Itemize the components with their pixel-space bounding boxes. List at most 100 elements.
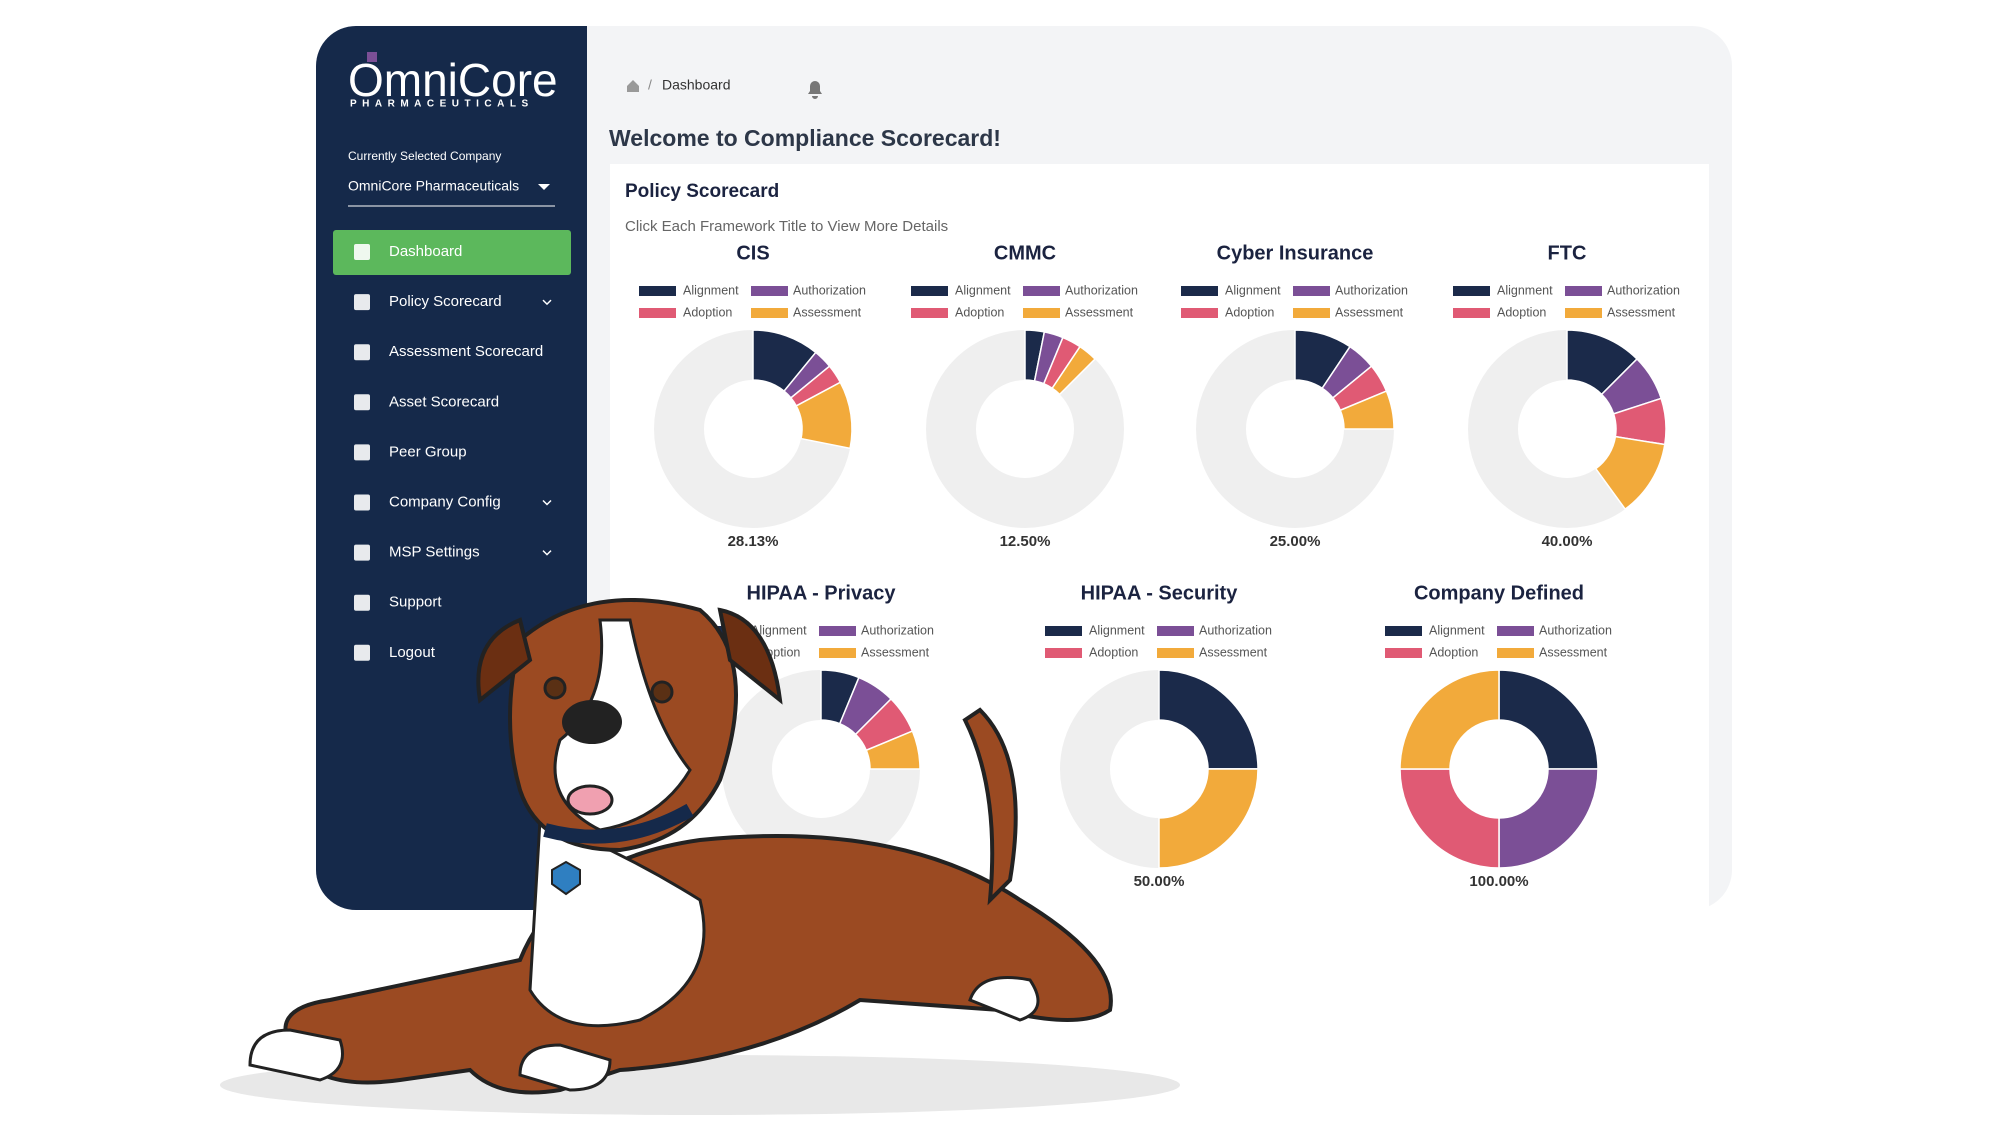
- legend-swatch: [819, 648, 856, 658]
- chart-title[interactable]: CIS: [736, 242, 769, 264]
- menu-icon: [354, 444, 370, 461]
- legend-swatch: [639, 286, 676, 296]
- donut-segment: [1158, 669, 1259, 770]
- legend-label: Adoption: [955, 305, 1004, 319]
- menu-icon: [354, 644, 370, 661]
- legend-label: Alignment: [1089, 623, 1145, 637]
- legend-label: Alignment: [751, 623, 807, 637]
- legend-label: Authorization: [1539, 623, 1612, 637]
- page-title: Welcome to Compliance Scorecard!: [609, 125, 1001, 151]
- legend-swatch: [1293, 286, 1330, 296]
- mascot-dog: [220, 598, 1180, 1115]
- legend-swatch: [1565, 308, 1602, 318]
- donut-total: 25.00%: [1270, 533, 1321, 550]
- menu-icon: [354, 544, 370, 561]
- home-icon[interactable]: [627, 80, 639, 92]
- chart-title[interactable]: Cyber Insurance: [1217, 242, 1374, 264]
- logo-tagline: PHARMACEUTICALS: [350, 99, 534, 110]
- legend-swatch: [751, 286, 788, 296]
- dog-tag: [551, 860, 581, 896]
- company-label: Currently Selected Company: [348, 149, 501, 163]
- donut-segment: [865, 730, 921, 770]
- donut-segment: [795, 381, 853, 450]
- legend-label: Authorization: [1199, 623, 1272, 637]
- dog-eye: [650, 680, 674, 704]
- menu-item[interactable]: Asset Scorecard: [389, 393, 499, 410]
- menu-icon: [354, 294, 370, 311]
- chart-title[interactable]: HIPAA - Security: [1081, 582, 1239, 604]
- dog-paws: [248, 976, 1040, 1092]
- legend-swatch: [1023, 308, 1060, 318]
- legend-label: Assessment: [1199, 645, 1268, 659]
- donut-total: 28.13%: [728, 533, 779, 550]
- legend-label: Authorization: [1335, 283, 1408, 297]
- menu-item[interactable]: Assessment Scorecard: [389, 343, 543, 360]
- donut-total: 100.00%: [1469, 873, 1528, 890]
- legend-swatch: [1293, 308, 1330, 318]
- legend-label: Assessment: [793, 305, 862, 319]
- menu-item[interactable]: MSP Settings: [389, 544, 480, 561]
- company-select[interactable]: OmniCore Pharmaceuticals: [348, 178, 519, 194]
- menu-item[interactable]: Policy Scorecard: [389, 293, 502, 310]
- legend-label: Alignment: [1497, 283, 1553, 297]
- legend-swatch: [1157, 648, 1194, 658]
- legend-label: Adoption: [1429, 645, 1478, 659]
- legend-label: Adoption: [1089, 645, 1138, 659]
- menu-item[interactable]: Support: [389, 594, 442, 611]
- dog-ears: [476, 607, 783, 705]
- donut-segment: [1158, 768, 1259, 869]
- legend-swatch: [639, 308, 676, 318]
- legend-swatch: [1045, 648, 1082, 658]
- menu-icon: [354, 494, 370, 511]
- breadcrumb-sep: /: [648, 77, 652, 93]
- menu-icon: [354, 594, 370, 611]
- logo-mark: [367, 52, 377, 62]
- legend-label: Alignment: [683, 283, 739, 297]
- menu-item[interactable]: Logout: [389, 644, 436, 661]
- menu-chevron: [542, 299, 552, 306]
- legend-swatch: [1497, 626, 1534, 636]
- legend-swatch: [1453, 308, 1490, 318]
- menu-item[interactable]: Peer Group: [389, 443, 467, 460]
- legend-swatch: [1181, 286, 1218, 296]
- menu-item[interactable]: Dashboard: [389, 243, 462, 260]
- dog-nose: [562, 700, 622, 744]
- donut-segment: [1594, 435, 1666, 511]
- donut-total: 40.00%: [1542, 533, 1593, 550]
- legend-label: Adoption: [1225, 305, 1274, 319]
- legend-swatch: [1385, 626, 1422, 636]
- legend-swatch: [1497, 648, 1534, 658]
- chart-title[interactable]: CMMC: [994, 242, 1056, 264]
- menu-active-bg: [333, 230, 571, 275]
- donut-total: 12.50%: [1000, 533, 1051, 550]
- menu-icon: [354, 244, 370, 260]
- dog-tail: [962, 707, 1018, 906]
- legend-label: Authorization: [793, 283, 866, 297]
- legend-swatch: [1157, 626, 1194, 636]
- legend-label: Assessment: [1539, 645, 1608, 659]
- legend-label: Assessment: [1065, 305, 1134, 319]
- legend-label: Authorization: [1607, 283, 1680, 297]
- donut-segment: [1399, 669, 1500, 770]
- donut-segment: [1339, 390, 1395, 430]
- legend-label: Adoption: [683, 305, 732, 319]
- bell-icon[interactable]: [808, 81, 822, 99]
- chart-title[interactable]: HIPAA - Privacy: [747, 582, 897, 604]
- panel-subtitle: Click Each Framework Title to View More …: [625, 218, 948, 235]
- legend-swatch: [1453, 286, 1490, 296]
- donut-segment: [1498, 669, 1599, 770]
- donut-segment: [1498, 768, 1599, 869]
- chart-title[interactable]: Company Defined: [1414, 582, 1584, 604]
- legend-label: Assessment: [861, 645, 930, 659]
- legend-swatch: [1045, 626, 1082, 636]
- menu-item[interactable]: Company Config: [389, 493, 501, 510]
- legend-swatch: [911, 286, 948, 296]
- menu-chevron: [542, 499, 552, 506]
- menu-icon: [354, 394, 370, 411]
- legend-swatch: [819, 626, 856, 636]
- donut-segment: [1051, 345, 1097, 396]
- dog-collar: [543, 803, 694, 844]
- donut-total: 50.00%: [1134, 873, 1185, 890]
- chart-title[interactable]: FTC: [1548, 242, 1587, 264]
